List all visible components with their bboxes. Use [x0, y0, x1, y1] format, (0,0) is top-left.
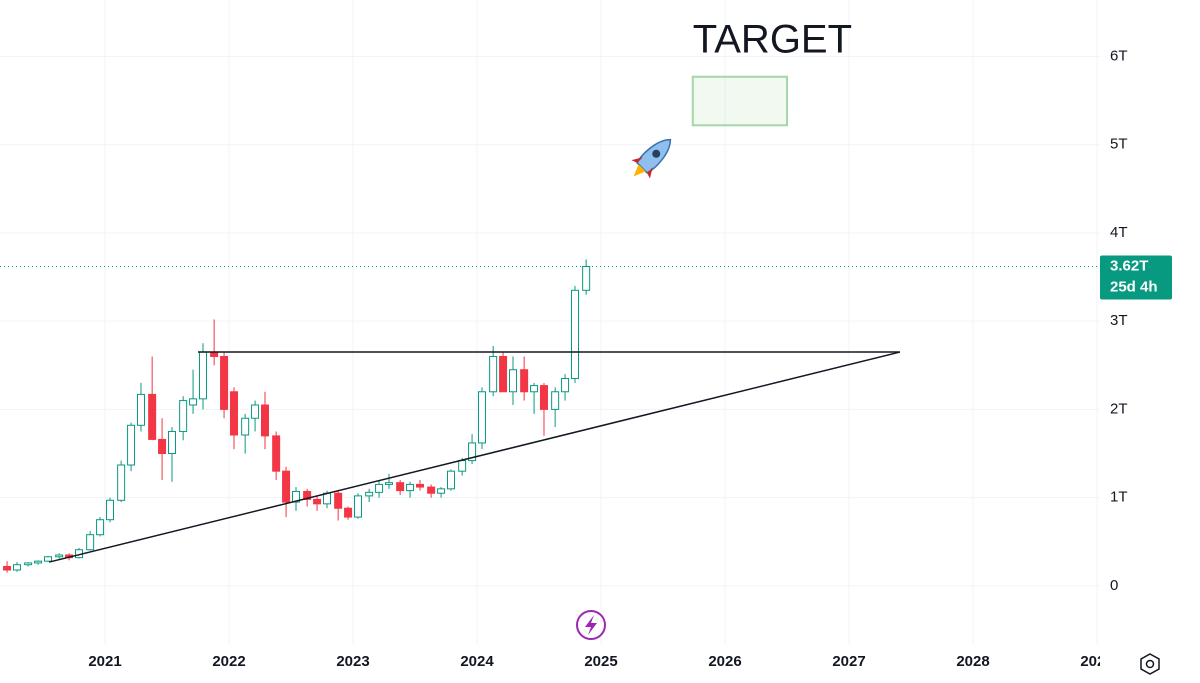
candle-body — [117, 464, 126, 501]
candle-body — [520, 369, 529, 393]
y-tick-label: 6T — [1110, 47, 1128, 64]
x-tick-label: 2029 — [1080, 653, 1113, 670]
candle-body — [396, 482, 405, 492]
x-tick-label: 2021 — [88, 653, 121, 670]
candle-body — [291, 490, 300, 503]
y-tick-label: 5T — [1110, 136, 1128, 153]
candle-body — [458, 460, 467, 472]
last-price-badge — [1100, 255, 1172, 300]
candle-body — [303, 490, 312, 500]
y-tick-label: 0 — [1110, 577, 1118, 594]
plot-area: 2020202120222023202420252026202720282029… — [0, 18, 1113, 670]
candle-body — [96, 519, 105, 536]
candle-body — [179, 400, 188, 432]
candle-body — [384, 482, 393, 485]
x-tick-label: 2023 — [336, 653, 369, 670]
candle-body — [551, 391, 560, 410]
candle-body — [136, 393, 145, 426]
candle-body — [508, 369, 517, 393]
candle-body — [34, 560, 43, 564]
x-tick-label: 2022 — [212, 653, 245, 670]
candle-body — [365, 491, 374, 497]
candle-body — [3, 565, 12, 571]
rocket-icon — [631, 138, 672, 179]
candle-body — [468, 442, 477, 462]
candle-body — [189, 398, 198, 406]
candle-body — [167, 430, 176, 455]
grid — [0, 0, 1100, 645]
candle-body — [251, 404, 260, 419]
y-tick-label: 1T — [1110, 489, 1128, 506]
candle-body — [415, 483, 424, 488]
candle-body — [24, 562, 33, 566]
candle-body — [105, 499, 114, 521]
candle-body — [530, 385, 539, 393]
y-tick-label: 4T — [1110, 224, 1128, 241]
x-tick-label: 2028 — [956, 653, 989, 670]
candle-body — [43, 556, 52, 562]
candle-body — [427, 486, 436, 494]
candle-body — [353, 495, 362, 518]
candle-body — [446, 470, 455, 490]
candle-body — [148, 393, 157, 440]
candle-body — [260, 404, 269, 437]
candle-body — [55, 554, 64, 558]
x-tick-label: 2027 — [832, 653, 865, 670]
bar-countdown: 25d 4h — [1110, 278, 1158, 295]
candle-body — [334, 492, 343, 509]
target-box — [691, 75, 789, 127]
candle-body — [282, 470, 291, 503]
candle-body — [489, 355, 498, 393]
candle-body — [561, 378, 570, 393]
candle-body — [570, 289, 579, 380]
candle-body — [158, 438, 167, 455]
x-tick-label: 2024 — [460, 653, 494, 670]
events-icon[interactable] — [576, 610, 606, 640]
x-tick-label: 2025 — [584, 653, 617, 670]
candle-body — [313, 498, 322, 505]
candle-body — [406, 483, 415, 492]
candle-body — [198, 351, 207, 400]
y-tick-label: 2T — [1110, 400, 1128, 417]
candle-body — [582, 265, 591, 291]
candle-body — [477, 391, 486, 444]
candle-body — [86, 534, 95, 551]
candle-body — [241, 417, 250, 436]
settings-button[interactable] — [1140, 653, 1160, 675]
last-price-label: 3.62T — [1110, 257, 1148, 274]
target-label: TARGET — [693, 18, 852, 62]
candle-body — [229, 391, 238, 436]
y-tick-label: 3T — [1110, 312, 1128, 329]
candle-body — [344, 507, 353, 518]
candle-body — [272, 435, 281, 472]
candle-body — [127, 424, 136, 466]
candle-body — [220, 355, 229, 410]
candle-body — [12, 564, 21, 571]
candle-body — [437, 488, 446, 494]
candle-body — [375, 483, 384, 493]
x-tick-label: 2026 — [708, 653, 741, 670]
trend-line — [49, 351, 901, 563]
candle-body — [539, 385, 548, 410]
price-axis: 0 1T 2T 3T 4T 5T 6T 3.62T 25d 4h — [1100, 47, 1172, 594]
candle-body — [499, 355, 508, 393]
